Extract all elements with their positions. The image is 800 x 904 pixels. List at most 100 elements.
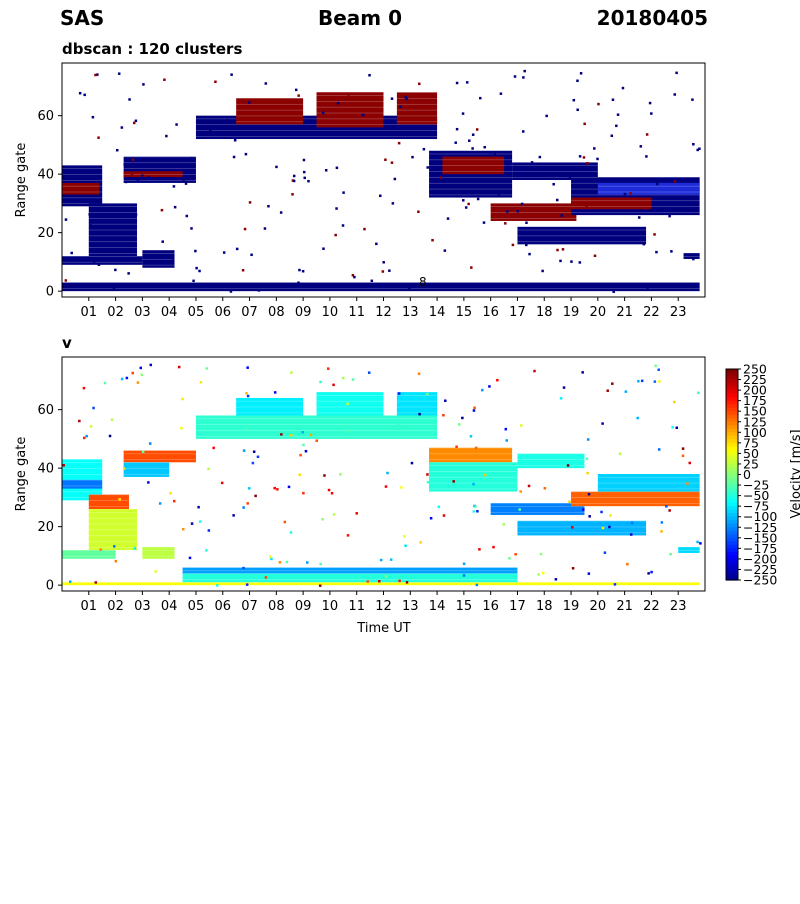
x-tick-label: 17	[509, 305, 526, 320]
scatter-pixel	[304, 449, 308, 453]
gate-row-streak	[517, 520, 647, 522]
colorbar-segment	[726, 485, 738, 490]
data-band	[195, 415, 438, 439]
scatter-pixel	[390, 97, 394, 100]
scatter-pixel	[177, 365, 181, 369]
scatter-pixel	[657, 448, 661, 451]
scatter-pixel	[62, 464, 65, 467]
scatter-pixel	[586, 162, 589, 165]
scatter-pixel	[140, 373, 144, 377]
scatter-pixel	[89, 223, 92, 227]
scatter-pixel	[287, 485, 291, 489]
x-tick-label: 06	[214, 305, 231, 320]
gate-row-streak	[195, 124, 438, 126]
scatter-pixel	[363, 227, 366, 231]
scatter-pixel	[130, 172, 134, 176]
colorbar-segment	[726, 390, 738, 395]
gate-row-streak	[512, 171, 598, 172]
scatter-pixel	[379, 558, 383, 562]
y-tick-label: 60	[37, 109, 54, 124]
scatter-pixel	[618, 452, 622, 456]
x-tick-label: 16	[482, 305, 499, 320]
scatter-pixel	[247, 101, 251, 104]
colorbar-tick-label: −200	[743, 551, 777, 566]
scatter-pixel	[611, 382, 614, 385]
scatter-pixel	[181, 397, 184, 401]
gate-row-streak	[316, 395, 384, 396]
colorbar-segment	[726, 453, 738, 458]
scatter-pixel	[562, 386, 566, 389]
scatter-pixel	[472, 409, 476, 412]
scatter-pixel	[493, 152, 497, 156]
scatter-pixel	[341, 224, 345, 227]
scatter-pixel	[404, 544, 407, 548]
x-tick-label: 05	[188, 599, 205, 614]
scatter-pixel	[301, 269, 305, 273]
velocity-x-axis-label: Time UT	[356, 621, 410, 636]
data-band	[182, 567, 518, 574]
scatter-pixel	[318, 584, 322, 587]
scatter-pixel	[426, 392, 429, 396]
gate-row-streak	[490, 206, 577, 207]
scatter-pixel	[69, 198, 73, 202]
scatter-pixel	[539, 552, 543, 556]
scatter-pixel	[131, 371, 135, 375]
scatter-pixel	[417, 372, 421, 376]
scatter-pixel	[309, 433, 313, 437]
data-band	[517, 226, 647, 245]
cluster-panel-title: dbscan : 120 clusters	[62, 40, 242, 58]
scatter-pixel	[190, 227, 193, 230]
x-tick-label: 03	[134, 599, 151, 614]
gate-row-streak	[429, 194, 513, 196]
scatter-pixel	[118, 498, 121, 501]
scatter-pixel	[467, 202, 470, 206]
scatter-pixel	[97, 136, 100, 139]
colorbar-tick-label: −25	[743, 478, 769, 493]
gate-row-streak	[429, 453, 513, 455]
colorbar-segment	[726, 460, 738, 465]
gate-row-streak	[490, 218, 577, 219]
scatter-pixel	[496, 378, 499, 382]
gate-row-streak	[442, 159, 505, 161]
colorbar-segment	[726, 470, 738, 476]
scatter-pixel	[640, 379, 644, 383]
x-tick-label: 01	[81, 599, 98, 614]
scatter-pixel	[479, 96, 482, 100]
scatter-pixel	[222, 251, 226, 254]
scatter-pixel	[483, 473, 487, 477]
data-band	[88, 203, 138, 257]
colorbar-segment	[726, 509, 738, 514]
x-tick-label: 23	[670, 305, 687, 320]
gate-row-streak	[62, 479, 103, 481]
scatter-pixel	[82, 436, 86, 440]
colorbar-segment	[726, 404, 738, 409]
colorbar-tick-label: 75	[743, 435, 759, 450]
data-band	[142, 547, 175, 559]
colorbar-segment	[726, 520, 738, 525]
data-band	[62, 182, 100, 195]
colorbar-segment	[726, 397, 738, 402]
scatter-pixel	[64, 279, 68, 282]
scatter-pixel	[147, 481, 150, 484]
x-tick-label: 01	[81, 305, 98, 320]
scatter-pixel	[699, 542, 702, 545]
x-tick-label: 03	[134, 305, 151, 320]
scatter-pixel	[698, 147, 701, 150]
gate-row-streak	[62, 288, 700, 289]
scatter-pixel	[400, 486, 403, 489]
gate-row-streak	[62, 185, 100, 187]
scatter-pixel	[469, 435, 473, 438]
gate-row-streak	[316, 400, 384, 402]
scatter-pixel	[68, 580, 72, 583]
scatter-pixel	[645, 133, 649, 136]
gate-row-streak	[62, 168, 103, 169]
scatter-pixel	[319, 562, 322, 566]
scatter-pixel	[114, 559, 118, 563]
gate-row-streak	[195, 136, 438, 137]
gate-row-streak	[597, 476, 700, 478]
scatter-pixel	[332, 513, 336, 516]
scatter-pixel	[172, 499, 176, 503]
scatter-pixel	[506, 210, 509, 213]
scatter-pixel	[586, 471, 589, 475]
